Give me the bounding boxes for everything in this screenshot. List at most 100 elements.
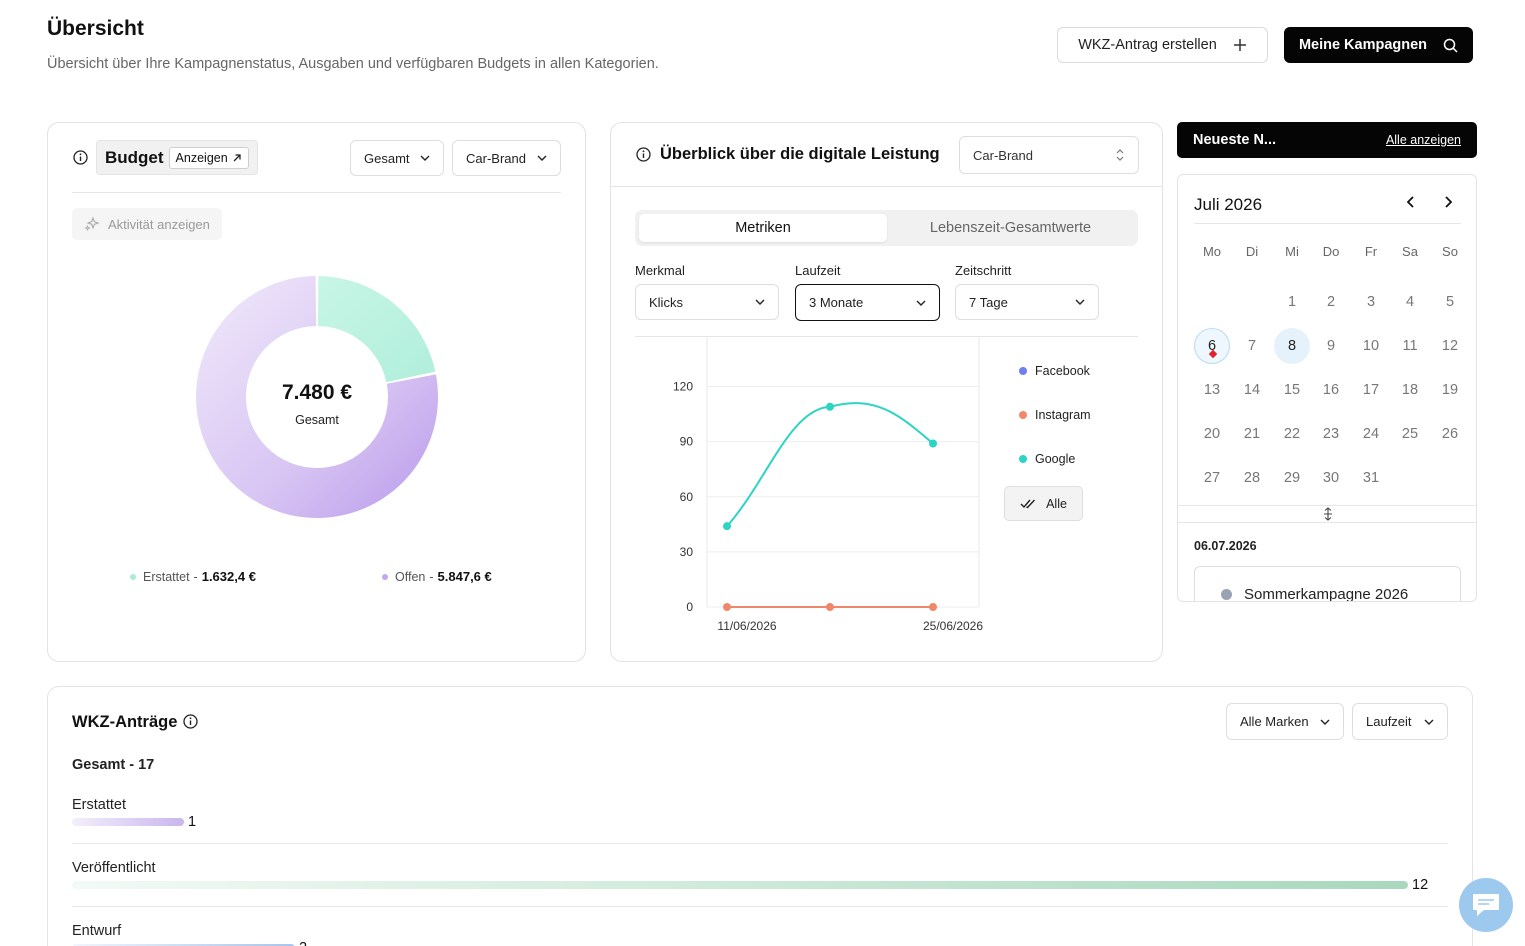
my-campaigns-button[interactable]: Meine Kampagnen	[1284, 27, 1473, 63]
calendar-day[interactable]: 7	[1247, 338, 1257, 354]
calendar-day[interactable]: 12	[1441, 338, 1459, 354]
page-title: Übersicht	[47, 17, 144, 40]
calendar-day[interactable]: 6	[1194, 328, 1230, 364]
calendar-day[interactable]: 29	[1283, 470, 1301, 486]
status-divider	[72, 906, 1448, 907]
status-value-veroeffentlicht: 12	[1412, 877, 1429, 893]
calendar-day[interactable]: 4	[1405, 294, 1415, 310]
calendar-day[interactable]: 28	[1243, 470, 1261, 486]
calendar-day[interactable]: 21	[1243, 426, 1261, 442]
donut-slice-offen	[196, 276, 438, 518]
calendar-day[interactable]: 3	[1366, 294, 1376, 310]
chat-button[interactable]	[1459, 878, 1513, 932]
digital-brand-select[interactable]: Car-Brand	[959, 136, 1139, 174]
calendar-day[interactable]: 10	[1362, 338, 1380, 354]
chevron-left-icon[interactable]	[1403, 194, 1419, 210]
calendar-day[interactable]: 19	[1441, 382, 1459, 398]
calendar-day[interactable]: 5	[1445, 294, 1455, 310]
legend-offen: Offen - 5.847,6 €	[382, 569, 492, 584]
status-value-entwurf: 2	[299, 940, 307, 946]
digital-title: Überblick über die digitale Leistung	[660, 145, 940, 163]
merkmal-select[interactable]: Klicks	[635, 284, 779, 320]
news-header: Neueste N... Alle anzeigen	[1177, 122, 1477, 158]
legend-instagram[interactable]: Instagram	[1019, 408, 1091, 422]
calendar-day[interactable]: 27	[1203, 470, 1221, 486]
calendar-day[interactable]: 2	[1326, 294, 1336, 310]
line-chart: 0 30 60 90 120 11/06/2026 25/06/2026	[673, 337, 983, 633]
budget-donut-chart	[196, 276, 438, 518]
status-label-entwurf: Entwurf	[72, 923, 122, 939]
laufzeit-select[interactable]: 3 Monate	[795, 284, 940, 321]
plus-icon	[1233, 39, 1246, 51]
calendar-day[interactable]: 30	[1322, 470, 1340, 486]
chevron-right-icon[interactable]	[1440, 194, 1456, 210]
calendar-day[interactable]: 22	[1283, 426, 1301, 442]
brand-filter-select[interactable]: Alle Marken	[1226, 703, 1344, 740]
data-point-instagram	[929, 603, 937, 611]
x-tick-label: 11/06/2026	[717, 619, 776, 633]
budget-show-button[interactable]: Anzeigen	[168, 146, 249, 169]
calendar-day[interactable]: 13	[1203, 382, 1221, 398]
zeitschritt-value: 7 Tage	[969, 294, 1008, 310]
zeitschritt-select[interactable]: 7 Tage	[955, 284, 1099, 320]
legend-google[interactable]: Google	[1019, 452, 1075, 466]
search-icon	[1443, 38, 1458, 53]
data-point-google	[826, 402, 834, 411]
chevron-down-icon	[1320, 719, 1330, 725]
calendar-day[interactable]: 17	[1362, 382, 1380, 398]
weekday-header: Mo	[1202, 244, 1222, 259]
calendar-day[interactable]: 11	[1402, 338, 1418, 354]
my-campaigns-label: Meine Kampagnen	[1298, 37, 1428, 53]
budget-total-select[interactable]: Gesamt	[350, 140, 444, 176]
budget-card: Budget Anzeigen Gesamt Car-Brand Aktivit…	[47, 122, 586, 662]
info-icon[interactable]	[183, 714, 198, 729]
calendar-day[interactable]: 25	[1401, 426, 1419, 442]
status-bar-veroeffentlicht	[72, 881, 1408, 889]
tab-lebenszeit-label: Lebenszeit-Gesamtwerte	[929, 220, 1092, 236]
status-divider	[72, 843, 1448, 844]
calendar-day[interactable]: 16	[1322, 382, 1340, 398]
budget-brand-value: Car-Brand	[466, 150, 526, 166]
calendar-day[interactable]: 1	[1287, 294, 1297, 310]
tab-metriken[interactable]: Metriken	[639, 214, 887, 242]
event-item[interactable]: Sommerkampagne 2026	[1194, 566, 1461, 602]
tab-metriken-label: Metriken	[735, 220, 791, 236]
period-filter-select[interactable]: Laufzeit	[1352, 703, 1448, 740]
calendar-day[interactable]: 14	[1243, 382, 1261, 398]
news-show-all-link[interactable]: Alle anzeigen	[1385, 133, 1461, 147]
activity-button[interactable]: Aktivität anzeigen	[72, 208, 222, 240]
weekday-header: Sa	[1402, 244, 1418, 259]
calendar-day[interactable]: 20	[1203, 426, 1221, 442]
donut-total-label: Gesamt	[295, 413, 339, 427]
info-icon[interactable]	[636, 147, 651, 162]
calendar-day[interactable]: 15	[1283, 382, 1301, 398]
legend-google-label: Google	[1035, 452, 1076, 466]
budget-total-value: Gesamt	[364, 150, 410, 166]
event-title: Sommerkampagne 2026	[1244, 586, 1409, 602]
period-filter-value: Laufzeit	[1366, 714, 1412, 729]
create-application-button[interactable]: WKZ-Antrag erstellen	[1057, 27, 1268, 63]
calendar-day[interactable]: 8	[1274, 328, 1310, 364]
info-icon[interactable]	[73, 150, 88, 165]
budget-brand-select[interactable]: Car-Brand	[452, 140, 561, 176]
calendar-day[interactable]: 31	[1362, 470, 1380, 486]
y-tick-label: 30	[680, 545, 694, 559]
legend-erstattet: Erstattet - 1.632,4 €	[130, 569, 256, 584]
double-check-icon	[1020, 499, 1036, 508]
legend-dot-offen	[382, 573, 388, 580]
calendar-day[interactable]: 9	[1326, 338, 1336, 354]
all-series-button[interactable]: Alle	[1004, 486, 1083, 521]
create-application-label: WKZ-Antrag erstellen	[1078, 37, 1217, 53]
calendar-day[interactable]: 26	[1441, 426, 1459, 442]
legend-facebook[interactable]: Facebook	[1019, 364, 1090, 378]
digital-brand-value: Car-Brand	[973, 147, 1033, 163]
legend-dot-instagram	[1019, 411, 1027, 419]
legend-facebook-label: Facebook	[1035, 364, 1090, 378]
calendar-day[interactable]: 23	[1322, 426, 1340, 442]
activity-label: Aktivität anzeigen	[108, 216, 210, 232]
calendar-day[interactable]: 18	[1401, 382, 1419, 398]
resize-handle-icon[interactable]	[1321, 507, 1335, 521]
calendar-day[interactable]: 24	[1362, 426, 1380, 442]
page-subtitle: Übersicht über Ihre Kampagnenstatus, Aus…	[47, 56, 659, 72]
tab-lebenszeit[interactable]: Lebenszeit-Gesamtwerte	[887, 214, 1134, 242]
